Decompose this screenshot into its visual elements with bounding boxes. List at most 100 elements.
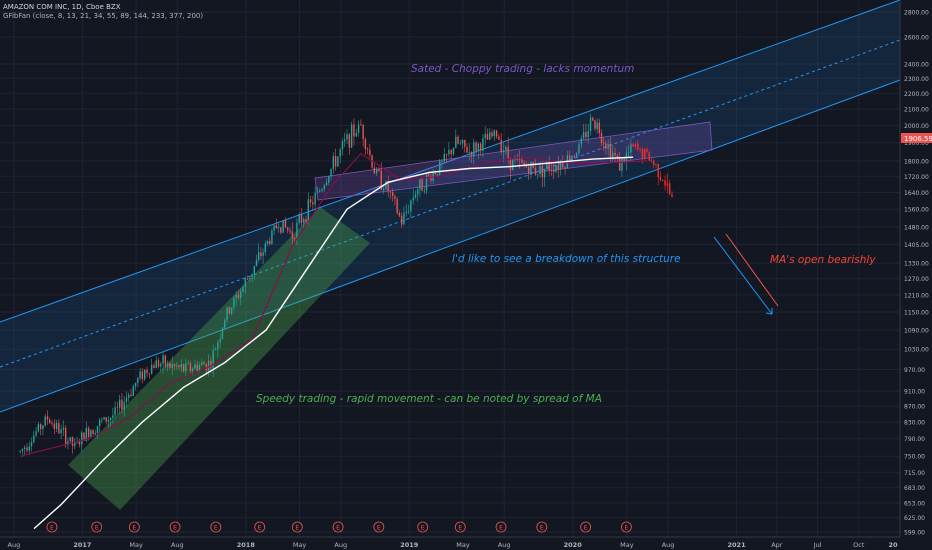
price-tick-label: 790.00 [904, 436, 925, 443]
candle-body [546, 162, 548, 169]
candle-body [375, 168, 378, 174]
candle-body [410, 200, 412, 212]
candle-body [264, 243, 266, 253]
candle-body [596, 122, 598, 129]
candle-body [64, 427, 67, 446]
candle-body [464, 139, 466, 147]
candle-body [534, 167, 537, 175]
candle-body [212, 350, 214, 368]
candle-body [414, 194, 417, 198]
candle-body [269, 240, 271, 244]
candle-body [37, 424, 40, 432]
candle-body [548, 162, 550, 171]
candle-body [369, 149, 371, 156]
candle-body [260, 252, 262, 257]
price-tick-label: 1720.00 [904, 174, 929, 181]
candle-body [266, 240, 269, 244]
candle-body [160, 363, 162, 367]
candle-body [461, 139, 464, 144]
candle-body [616, 155, 619, 159]
candle-body [598, 122, 601, 134]
candle-body [552, 170, 555, 173]
symbol-title[interactable]: AMAZON COM INC, 1D, Cboe BZX [3, 3, 121, 11]
candle-body [439, 161, 441, 175]
candle-body [107, 419, 110, 422]
candle-body [51, 423, 53, 424]
candle-body [94, 433, 96, 435]
candle-body [564, 167, 566, 169]
price-tick-label: 599.00 [904, 530, 925, 537]
candle-body [502, 150, 505, 153]
candle-body [67, 441, 69, 446]
price-tick-label: 1640.00 [904, 190, 929, 197]
candle-body [224, 320, 226, 328]
candle-body [466, 146, 468, 153]
candle-body [303, 219, 305, 223]
candle-body [307, 199, 310, 223]
candle-body [557, 165, 559, 170]
candle-body [30, 442, 33, 447]
candle-body [512, 158, 514, 171]
candle-body [178, 365, 180, 368]
candle-body [101, 419, 103, 421]
candle-body [173, 364, 176, 367]
candle-body [614, 152, 616, 156]
candle-body [500, 139, 502, 153]
candle-body [430, 176, 432, 181]
candle-body [489, 132, 491, 140]
candle-body [650, 160, 653, 162]
time-tick-label: Jul [813, 541, 822, 549]
channel-lower-line [0, 79, 901, 413]
time-tick-label: Aug [498, 541, 511, 549]
arrow-blue-head [765, 308, 773, 315]
price-tick-label: 2200.00 [904, 91, 929, 98]
time-tick-label: Aug [334, 541, 347, 549]
time-tick-label: Oct [853, 541, 865, 549]
earnings-marker-label: E [584, 525, 588, 532]
candle-body [373, 167, 376, 174]
candle-body [176, 365, 178, 367]
candle-body [58, 423, 60, 434]
indicator-legend[interactable]: GFibFan (close, 8, 13, 21, 34, 55, 89, 1… [3, 12, 204, 20]
candle-body [314, 192, 316, 205]
time-tick-label: May [293, 541, 307, 549]
price-axis-panel[interactable] [900, 0, 932, 537]
price-tick-label: 1150.00 [904, 310, 929, 317]
candle-body [194, 364, 196, 369]
candle-body [632, 144, 634, 147]
earnings-marker-icon [580, 521, 592, 533]
candle-body [298, 214, 300, 223]
earnings-marker-icon [536, 521, 548, 533]
price-tick-label: 1270.00 [904, 276, 929, 283]
earnings-marker-label: E [499, 525, 503, 532]
candle-body [44, 416, 46, 426]
candle-body [445, 154, 448, 155]
candle-body [600, 133, 603, 143]
price-tick-label: 1330.00 [904, 261, 929, 268]
candle-body [648, 151, 650, 161]
earnings-marker-label: E [50, 525, 54, 532]
candle-body [417, 189, 419, 195]
earnings-marker-label: E [295, 525, 299, 532]
candle-body [60, 429, 62, 434]
candle-body [24, 447, 26, 449]
candle-body [69, 437, 71, 442]
candle-body [539, 166, 541, 175]
candle-body [185, 363, 187, 372]
earnings-marker-label: E [258, 525, 262, 532]
candle-body [450, 149, 452, 155]
candle-body [448, 149, 450, 155]
candle-body [505, 146, 507, 151]
candle-body [425, 174, 428, 191]
candle-body [360, 124, 362, 126]
candle-body [35, 431, 37, 436]
candle-body [482, 138, 484, 151]
time-axis-panel[interactable] [0, 537, 932, 550]
last-price-label: 1906.59 [904, 135, 932, 143]
candle-body [182, 364, 185, 372]
price-tick-label: 653.00 [904, 500, 925, 507]
annotation-ma-bearish: MA's open bearishly [770, 254, 876, 266]
candle-body [585, 132, 587, 138]
